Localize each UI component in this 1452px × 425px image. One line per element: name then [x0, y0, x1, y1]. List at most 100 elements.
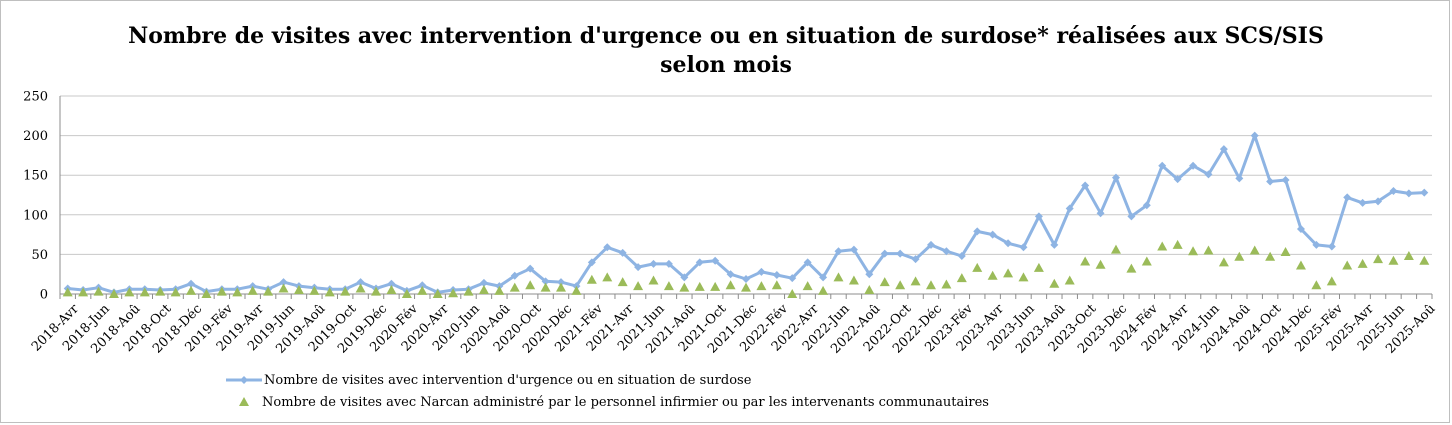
data-point	[1126, 263, 1137, 273]
data-point	[525, 280, 536, 290]
chart-title-line1: Nombre de visites avec intervention d'ur…	[128, 23, 1324, 49]
data-point	[987, 270, 998, 280]
series-line	[67, 134, 1425, 294]
data-point	[1266, 177, 1275, 186]
chart-title-line2: selon mois	[660, 52, 792, 78]
data-point	[833, 272, 844, 282]
data-point	[494, 285, 505, 295]
data-point	[788, 274, 797, 283]
data-point	[556, 282, 567, 292]
data-point	[925, 280, 936, 290]
chart-title: Nombre de visites avec intervention d'ur…	[0, 22, 1452, 80]
data-point	[93, 286, 104, 296]
data-point	[756, 281, 767, 291]
data-point	[263, 286, 274, 296]
series-narcan	[62, 239, 1430, 298]
data-point	[834, 247, 843, 256]
data-point	[186, 285, 197, 295]
data-point	[557, 278, 566, 287]
data-point	[848, 275, 859, 285]
data-point	[586, 274, 597, 284]
data-point	[880, 249, 889, 258]
data-point	[649, 259, 658, 268]
data-point	[634, 263, 643, 272]
data-point	[725, 280, 736, 290]
data-point	[864, 285, 875, 295]
legend-label-narcan: Nombre de visites avec Narcan administré…	[262, 395, 989, 410]
data-point	[1219, 145, 1228, 154]
data-point	[309, 285, 320, 295]
data-point	[1004, 239, 1013, 248]
data-point	[356, 278, 365, 287]
data-point	[1189, 161, 1198, 170]
data-point	[680, 273, 689, 282]
data-point	[1019, 243, 1028, 252]
data-point	[988, 230, 997, 239]
data-point	[865, 270, 874, 279]
data-point	[170, 287, 181, 297]
data-point	[124, 287, 135, 297]
data-point	[664, 259, 673, 268]
data-point	[973, 227, 982, 236]
data-point	[1388, 255, 1399, 265]
data-point	[1081, 181, 1090, 190]
data-point	[741, 282, 751, 292]
data-point	[62, 287, 73, 297]
data-point	[1403, 250, 1414, 260]
data-point	[695, 258, 704, 267]
data-point	[1203, 245, 1214, 255]
data-point	[340, 286, 351, 296]
data-point	[1419, 255, 1430, 265]
data-point	[541, 277, 550, 286]
data-point	[587, 258, 596, 267]
data-point	[1142, 201, 1151, 210]
data-point	[279, 278, 288, 287]
data-point	[941, 279, 952, 289]
data-point	[78, 287, 89, 297]
data-point	[1374, 197, 1383, 206]
data-point	[1188, 246, 1199, 256]
data-point	[617, 277, 628, 287]
data-point	[479, 278, 488, 287]
data-point	[1326, 276, 1337, 286]
data-point	[1095, 259, 1106, 269]
data-point	[418, 281, 427, 290]
y-tick-label-100: 100	[23, 208, 48, 223]
data-point	[1218, 257, 1229, 267]
legend-diamond-marker	[240, 376, 248, 384]
data-point	[742, 274, 750, 283]
y-tick-label-200: 200	[23, 129, 48, 144]
data-point	[1327, 242, 1336, 251]
x-axis-ticks: 2018-Avr2018-Jun2018-Aoû2018-Oct2018-Déc…	[29, 301, 1439, 357]
data-point	[247, 285, 258, 295]
data-point	[371, 286, 382, 296]
data-point	[571, 285, 582, 295]
data-point	[201, 289, 212, 298]
axes	[59, 96, 1433, 299]
data-point	[1034, 212, 1043, 221]
data-point	[1420, 188, 1429, 197]
data-point	[387, 279, 396, 288]
series	[62, 131, 1430, 298]
data-point	[386, 285, 397, 295]
data-point	[1373, 254, 1384, 264]
data-point	[1003, 268, 1014, 278]
data-point	[618, 248, 627, 257]
data-point	[1389, 187, 1398, 196]
data-point	[1281, 175, 1290, 184]
data-point	[648, 275, 659, 285]
data-point	[1234, 251, 1245, 261]
data-point	[757, 267, 766, 276]
legend: Nombre de visites avec intervention d'ur…	[226, 373, 989, 410]
data-point	[1096, 209, 1105, 218]
data-point	[1080, 256, 1091, 266]
data-point	[710, 281, 721, 291]
data-point	[1249, 245, 1260, 255]
data-point	[355, 283, 366, 293]
data-point	[603, 243, 612, 252]
data-point	[324, 287, 335, 297]
data-point	[694, 281, 705, 291]
data-point	[787, 289, 798, 298]
data-point	[726, 270, 735, 279]
